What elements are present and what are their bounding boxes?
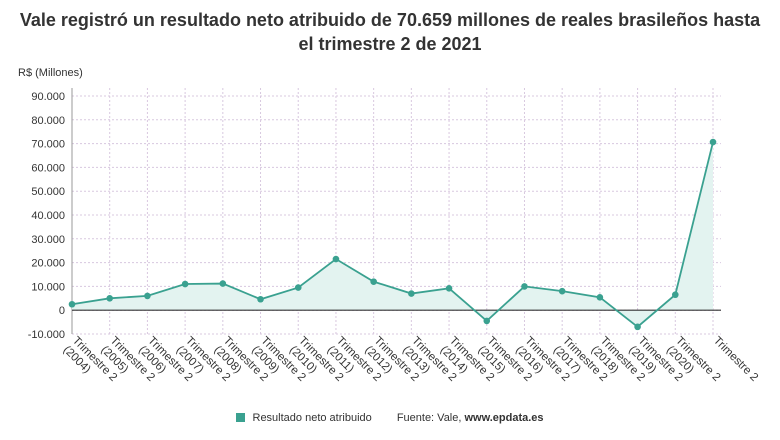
data-point [408,290,415,297]
y-tick-label: 30.000 [31,234,65,246]
y-tick-label: -10.000 [28,329,65,341]
y-tick-label: 20.000 [31,258,65,270]
data-point [634,323,641,331]
data-point [181,280,189,288]
data-point [483,317,491,325]
data-point [257,295,264,303]
y-tick-label: 50.000 [31,186,65,198]
chart-title-line-2: el trimestre 2 de 2021 [298,34,482,54]
legend-series-label: Resultado neto atribuido [252,412,372,424]
source-prefix: Fuente: Vale, [396,412,465,424]
legend: Resultado neto atribuido Fuente: Vale, w… [0,412,780,424]
legend-swatch [236,413,246,422]
chart-title-line-1: Vale registró un resultado neto atribuid… [19,10,761,30]
data-point [144,292,151,300]
data-point [294,284,302,291]
y-tick-label: 0 [59,305,65,317]
source-note: Fuente: Vale, www.epdata.es [397,412,544,424]
series-line [71,141,714,329]
data-point [332,255,340,263]
chart-title: Vale registró un resultado neto atribuid… [0,8,780,56]
series-area-fill [72,142,713,327]
data-point [521,283,528,290]
y-tick-label: 10.000 [31,281,65,293]
source-site: www.epdata.es [464,412,544,424]
data-point [106,295,114,302]
y-tick-label: 80.000 [31,115,65,127]
data-point [445,285,453,292]
data-point [671,291,679,299]
data-point [709,138,717,146]
y-tick-label: 40.000 [31,210,65,222]
data-point [370,278,377,285]
y-tick-label: 70.000 [31,139,65,151]
y-tick-label: 90.000 [31,91,65,103]
y-tick-label: 60.000 [31,162,65,174]
data-point [68,300,76,308]
data-point [219,280,227,287]
data-point [558,287,566,295]
data-point [596,294,604,301]
y-axis-label: R$ (Millones) [18,67,83,79]
